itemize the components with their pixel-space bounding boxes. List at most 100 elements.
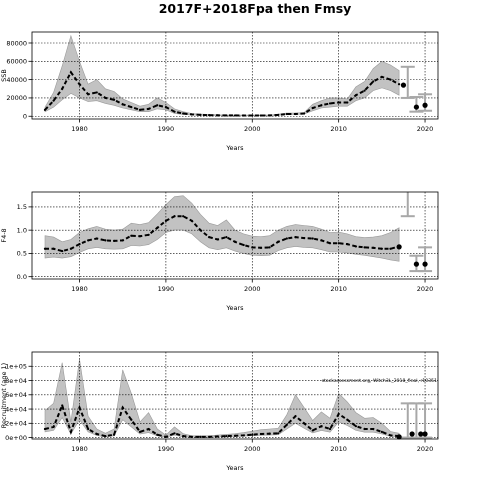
x-tick-label: 1980: [71, 285, 88, 293]
projection-whisker: [400, 65, 415, 99]
estimate-point: [190, 113, 193, 116]
estimate-line: [44, 402, 400, 438]
y-tick-label: 0: [23, 113, 27, 121]
estimate-point: [87, 93, 90, 96]
panel-1: 1980 1990 2000 2010 2020 0 20000 40000 60000 8000…: [0, 31, 439, 152]
estimate-point: [52, 99, 55, 102]
estimate-point: [320, 104, 323, 107]
estimate-point: [52, 425, 55, 428]
estimate-point: [225, 236, 228, 239]
estimate-point: [346, 101, 349, 104]
estimate-point: [138, 430, 142, 433]
estimate-point: [78, 406, 81, 409]
estimate-point: [233, 434, 237, 437]
plot-frame: [31, 31, 439, 120]
estimate-point: [130, 105, 133, 109]
estimate-point: [190, 219, 193, 222]
estimate-point: [216, 238, 219, 241]
estimate-point: [363, 246, 366, 249]
y-tick-label: 4e+04: [5, 405, 27, 413]
projection-point: [413, 261, 420, 267]
x-axis-label: Years: [225, 144, 244, 152]
estimate-point: [199, 113, 202, 116]
estimate-point: [207, 435, 211, 438]
estimate-point: [285, 237, 288, 240]
projection-point: [422, 431, 428, 437]
estimate-point: [95, 432, 98, 436]
estimate-point: [389, 434, 392, 437]
estimate-point: [328, 242, 332, 245]
y-tick-label: 2e+04: [5, 420, 27, 428]
x-tick-label: 1980: [71, 125, 88, 133]
panel-2: 1980 1990 2000 2010 2020 0.0 0.5 1.0 1.5 Years F4-…: [0, 191, 439, 312]
estimate-point: [346, 243, 349, 246]
estimate-point: [190, 435, 193, 438]
estimate-point: [95, 237, 98, 240]
estimate-point: [156, 104, 159, 107]
x-tick-label: 1990: [158, 445, 175, 453]
estimate-point: [52, 247, 55, 250]
estimate-point: [380, 430, 383, 433]
estimate-point: [121, 103, 124, 106]
estimate-point: [112, 98, 116, 101]
estimate-point: [43, 247, 47, 250]
estimate-point: [320, 425, 323, 428]
estimate-point: [104, 96, 107, 100]
y-tick-label: 0.5: [17, 250, 27, 258]
plot-frame: [31, 351, 439, 440]
y-tick-label: 80000: [6, 39, 27, 47]
estimate-point: [354, 94, 358, 97]
x-axis-label: Years: [225, 464, 244, 472]
x-tick-label: 2020: [417, 285, 434, 293]
estimate-point: [337, 412, 340, 416]
y-tick-label: 1e+05: [5, 363, 27, 371]
x-tick-label: 2020: [417, 445, 434, 453]
estimate-point: [147, 427, 150, 431]
confidence-band: [44, 195, 400, 262]
estimate-point: [164, 435, 167, 438]
y-tick-label: 1.0: [17, 226, 27, 234]
estimate-point: [303, 112, 306, 115]
estimate-point: [216, 114, 219, 117]
x-axis-label: Years: [225, 304, 244, 312]
y-tick-label: 0e+00: [5, 434, 27, 442]
estimate-point: [259, 246, 263, 249]
x-tick-label: 1990: [158, 285, 175, 293]
estimate-point: [173, 215, 176, 218]
x-tick-label: 2000: [244, 125, 261, 133]
estimate-point: [164, 219, 167, 222]
estimate-point: [380, 247, 383, 250]
projection-whisker: [418, 246, 433, 273]
estimate-point: [372, 427, 375, 431]
estimate-point: [294, 112, 297, 116]
estimate-point: [61, 249, 64, 253]
estimate-point: [147, 107, 150, 111]
plot-frame: [31, 191, 439, 280]
y-tick-label: 6e+04: [5, 391, 27, 399]
estimate-point: [372, 80, 375, 83]
chart-title: 2017F+2018Fpa then Fmsy: [159, 1, 352, 16]
estimate-point: [207, 114, 211, 117]
estimate-point: [251, 246, 254, 249]
x-tick-label: 2000: [244, 285, 261, 293]
estimate-point: [121, 406, 124, 409]
x-tick-label: 2000: [244, 445, 261, 453]
projection-whisker: [418, 93, 433, 112]
estimate-point: [389, 78, 392, 81]
estimate-point: [268, 246, 271, 249]
projection-point: [396, 244, 402, 250]
estimate-point: [277, 240, 280, 243]
y-tick-label: 1.5: [17, 203, 27, 211]
estimate-point: [242, 434, 245, 437]
estimate-point: [112, 433, 116, 436]
x-tick-label: 1980: [71, 445, 88, 453]
estimate-point: [380, 75, 383, 78]
confidence-band: [44, 359, 400, 438]
estimate-point: [303, 422, 306, 425]
estimate-point: [233, 114, 237, 117]
estimate-point: [320, 239, 323, 242]
estimate-point: [398, 83, 401, 86]
projection-point: [413, 104, 420, 110]
estimate-point: [112, 239, 116, 242]
estimate-point: [328, 102, 332, 105]
